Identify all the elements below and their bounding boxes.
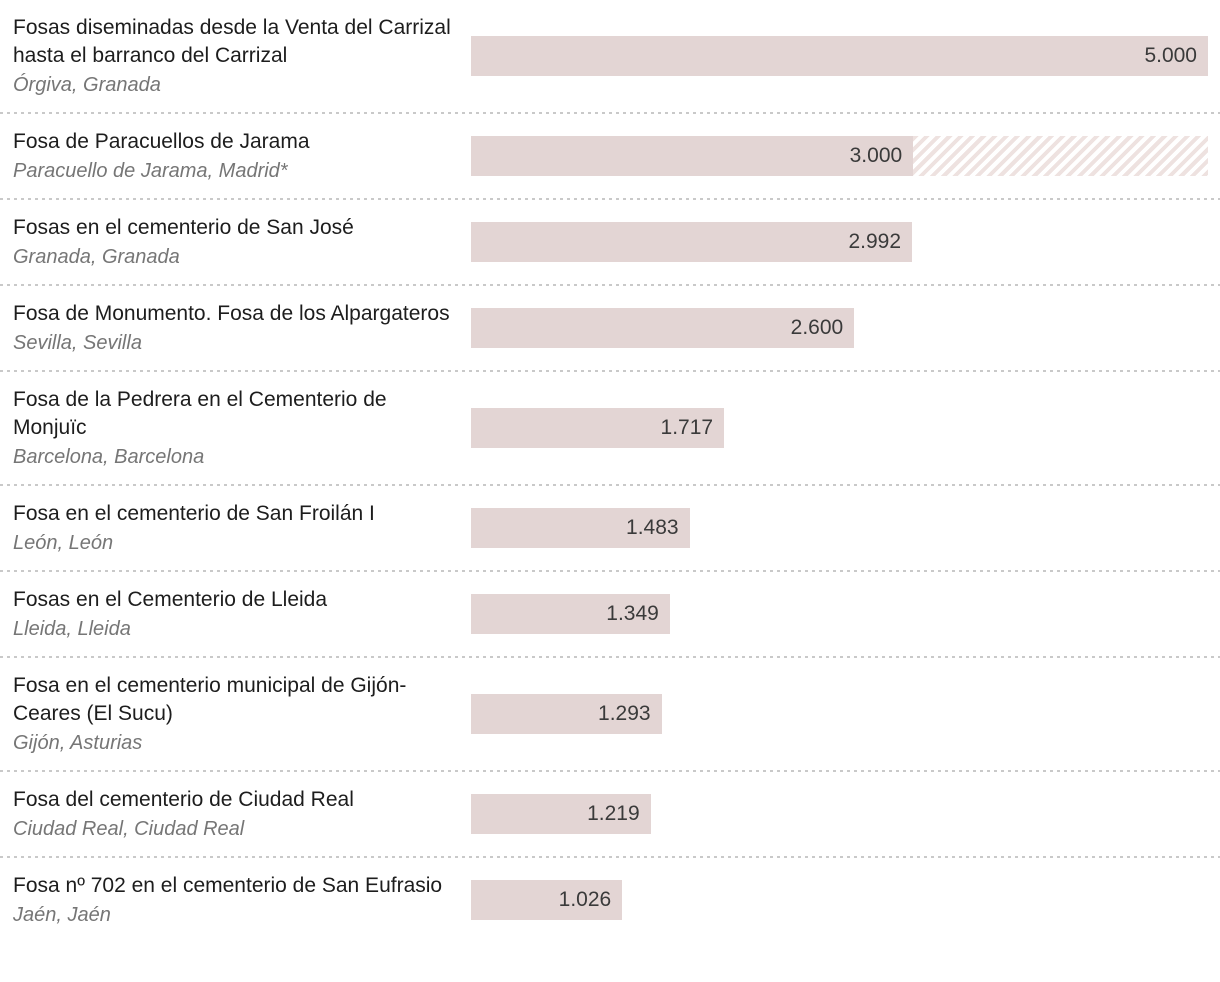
value-label: 1.219 — [587, 802, 640, 825]
row-separator — [0, 856, 1220, 858]
grave-row: Fosa nº 702 en el cementerio de San Eufr… — [0, 858, 1220, 942]
grave-title: Fosa en el cementerio municipal de Gijón… — [13, 674, 407, 725]
bar-area: 3.000 — [471, 136, 1208, 176]
value-label: 1.483 — [626, 516, 679, 539]
row-separator — [0, 284, 1220, 286]
row-separator — [0, 570, 1220, 572]
grave-row: Fosa de Monumento. Fosa de los Alpargate… — [0, 286, 1220, 370]
grave-row: Fosa de la Pedrera en el Cementerio de M… — [0, 372, 1220, 484]
grave-title: Fosas en el cementerio de San José — [13, 216, 354, 239]
value-label: 1.293 — [598, 702, 651, 725]
grave-location: Paracuello de Jarama, Madrid* — [13, 160, 288, 182]
value-label: 2.600 — [790, 316, 844, 339]
grave-title: Fosa nº 702 en el cementerio de San Eufr… — [13, 874, 443, 897]
grave-title: Fosas diseminadas desde la Venta del Car… — [13, 16, 451, 67]
bar-area: 1.293 — [471, 694, 1208, 734]
value-label: 5.000 — [1144, 44, 1197, 67]
value-bar: 1.483 — [471, 508, 690, 548]
grave-location: Ciudad Real, Ciudad Real — [13, 818, 245, 840]
value-bar: 5.000 — [471, 36, 1208, 76]
row-separator — [0, 112, 1220, 114]
grave-labels: Fosa de la Pedrera en el Cementerio de M… — [0, 386, 471, 470]
grave-title: Fosa del cementerio de Ciudad Real — [13, 788, 354, 811]
grave-row: Fosas en el Cementerio de Lleida Lleida,… — [0, 572, 1220, 656]
grave-labels: Fosa del cementerio de Ciudad Real Ciuda… — [0, 786, 471, 842]
grave-location: León, León — [13, 532, 114, 554]
row-separator — [0, 656, 1220, 658]
grave-row: Fosa en el cementerio municipal de Gijón… — [0, 658, 1220, 770]
grave-title: Fosa de la Pedrera en el Cementerio de M… — [13, 388, 387, 439]
grave-row: Fosa de Paracuellos de Jarama Paracuello… — [0, 114, 1220, 198]
bar-area: 2.992 — [471, 222, 1208, 262]
value-label: 1.349 — [606, 602, 659, 625]
grave-labels: Fosa en el cementerio municipal de Gijón… — [0, 672, 471, 756]
grave-location: Lleida, Lleida — [13, 618, 131, 640]
row-separator — [0, 770, 1220, 772]
grave-row: Fosa del cementerio de Ciudad Real Ciuda… — [0, 772, 1220, 856]
grave-title: Fosas en el Cementerio de Lleida — [13, 588, 328, 611]
grave-labels: Fosa nº 702 en el cementerio de San Eufr… — [0, 872, 471, 928]
chart-rows: Fosas diseminadas desde la Venta del Car… — [0, 0, 1220, 942]
mass-graves-bar-chart: Fosas diseminadas desde la Venta del Car… — [0, 0, 1220, 942]
grave-location: Gijón, Asturias — [13, 732, 143, 754]
value-bar: 1.349 — [471, 594, 670, 634]
grave-title: Fosa de Paracuellos de Jarama — [13, 130, 310, 153]
grave-labels: Fosas diseminadas desde la Venta del Car… — [0, 14, 471, 98]
row-separator — [0, 370, 1220, 372]
value-label: 1.717 — [660, 416, 714, 439]
grave-title: Fosa en el cementerio de San Froilán I — [13, 502, 375, 525]
grave-row: Fosas en el cementerio de San José Grana… — [0, 200, 1220, 284]
bar-area: 1.026 — [471, 880, 1208, 920]
estimate-hatch-bar — [913, 136, 1208, 176]
grave-labels: Fosa en el cementerio de San Froilán I L… — [0, 500, 471, 556]
row-separator — [0, 484, 1220, 486]
grave-location: Jaén, Jaén — [13, 904, 111, 926]
value-bar: 1.717 — [471, 408, 725, 448]
grave-location: Barcelona, Barcelona — [13, 446, 205, 468]
value-bar: 2.992 — [471, 222, 913, 262]
value-label: 1.026 — [558, 888, 612, 911]
value-bar: 1.293 — [471, 694, 662, 734]
value-bar: 3.000 — [471, 136, 914, 176]
grave-row: Fosas diseminadas desde la Venta del Car… — [0, 0, 1220, 112]
grave-location: Órgiva, Granada — [13, 74, 161, 96]
grave-labels: Fosa de Paracuellos de Jarama Paracuello… — [0, 128, 471, 184]
grave-labels: Fosas en el Cementerio de Lleida Lleida,… — [0, 586, 471, 642]
bar-area: 1.717 — [471, 408, 1208, 448]
grave-location: Sevilla, Sevilla — [13, 332, 142, 354]
bar-area: 5.000 — [471, 36, 1208, 76]
grave-labels: Fosas en el cementerio de San José Grana… — [0, 214, 471, 270]
value-label: 2.992 — [848, 230, 902, 253]
bar-area: 1.349 — [471, 594, 1208, 634]
bar-area: 1.483 — [471, 508, 1208, 548]
grave-title: Fosa de Monumento. Fosa de los Alpargate… — [13, 302, 450, 325]
value-bar: 1.026 — [471, 880, 623, 920]
row-separator — [0, 198, 1220, 200]
grave-row: Fosa en el cementerio de San Froilán I L… — [0, 486, 1220, 570]
value-bar: 2.600 — [471, 308, 855, 348]
grave-location: Granada, Granada — [13, 246, 180, 268]
value-label: 3.000 — [849, 144, 903, 167]
bar-area: 1.219 — [471, 794, 1208, 834]
value-bar: 1.219 — [471, 794, 651, 834]
bar-area: 2.600 — [471, 308, 1208, 348]
grave-labels: Fosa de Monumento. Fosa de los Alpargate… — [0, 300, 471, 356]
